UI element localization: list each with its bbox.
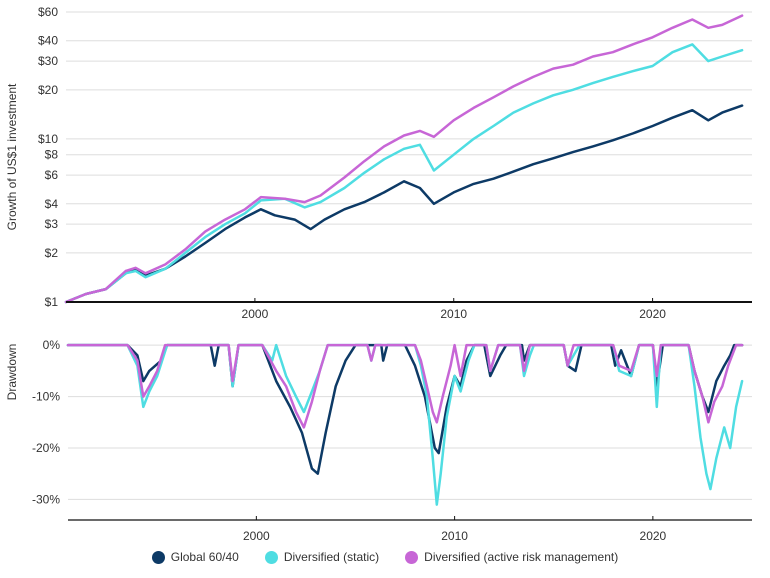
legend-item-diversified-active[interactable]: Diversified (active risk management) [405, 550, 618, 564]
y-tick-label-8: $8 [45, 148, 59, 162]
x-tick-label-2020: 2020 [639, 307, 666, 321]
drawdown-panel: 0% -10% -20% -30% 2000 2010 2020 Drawdown [5, 338, 752, 543]
series-line-global-60-40 [66, 343, 744, 475]
x-tick-label-2020: 2020 [640, 529, 667, 543]
legend-label-diversified-active: Diversified (active risk management) [424, 550, 619, 564]
y-tick-label-40: $40 [38, 34, 58, 48]
y-tick-label-30: $30 [38, 54, 58, 68]
y-tick-label-20: -20% [32, 441, 60, 455]
x-tick-label-2010: 2010 [440, 307, 467, 321]
y-tick-label-4: $4 [45, 197, 59, 211]
legend-swatch-global-6040 [151, 550, 165, 564]
y-tick-label-1: $1 [45, 295, 59, 309]
growth-panel: $1 $2 $3 $4 $6 $8 $10 $20 $30 $40 $60 2000 2010 2020 G… [5, 5, 752, 321]
legend: Global 60/40 Diversified (static) Divers… [0, 550, 770, 564]
series-line-diversified-active-risk-management [64, 14, 744, 304]
legend-item-global-6040[interactable]: Global 60/40 [151, 550, 239, 564]
legend-label-global-6040: Global 60/40 [170, 550, 239, 564]
legend-label-diversified-static: Diversified (static) [283, 550, 380, 564]
series-line-diversified-static [66, 343, 744, 506]
legend-item-diversified-static[interactable]: Diversified (static) [264, 550, 380, 564]
legend-swatch-diversified-static [264, 550, 278, 564]
x-tick-label-2000: 2000 [242, 307, 269, 321]
y-tick-label-2: $2 [45, 246, 59, 260]
y-tick-label-20: $20 [38, 83, 58, 97]
series-line-diversified-active-risk-management [66, 343, 744, 429]
y-tick-label-60: $60 [38, 5, 58, 19]
y-tick-label-30: -30% [32, 492, 60, 506]
y-tick-label-3: $3 [45, 217, 59, 231]
series-line-diversified-static [64, 43, 744, 304]
y-tick-label-10: -10% [32, 390, 60, 404]
y-tick-label-10: $10 [38, 132, 58, 146]
x-tick-label-2000: 2000 [243, 529, 270, 543]
y-axis-title: Drawdown [5, 344, 19, 401]
x-tick-label-2010: 2010 [441, 529, 468, 543]
y-axis-title: Growth of US$1 investment [5, 83, 19, 230]
y-tick-label-0: 0% [43, 338, 61, 352]
y-tick-label-6: $6 [45, 168, 59, 182]
legend-swatch-diversified-active [405, 550, 419, 564]
